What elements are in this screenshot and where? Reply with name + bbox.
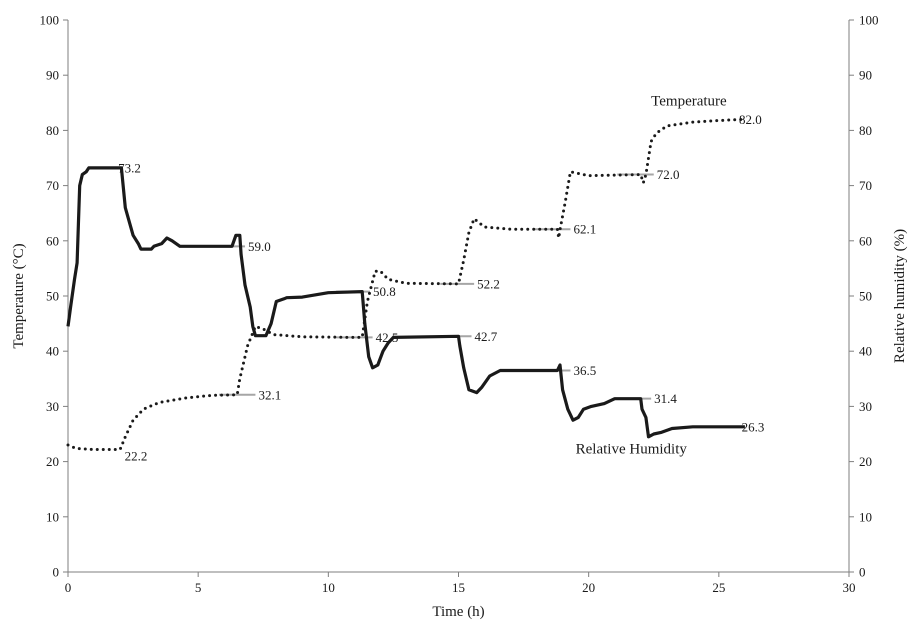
setpoint-label: 31.4 xyxy=(654,391,677,406)
x-tick-label: 10 xyxy=(322,580,335,595)
y-left-tick-label: 50 xyxy=(46,289,59,304)
series-line-temperature xyxy=(66,117,744,451)
y-left-tick-label: 100 xyxy=(40,13,60,28)
series-name-label: Temperature xyxy=(651,94,727,110)
x-tick-label: 0 xyxy=(65,580,72,595)
y-right-tick-label: 40 xyxy=(859,344,872,359)
setpoint-label: 59.0 xyxy=(248,239,271,254)
y-left-tick-label: 90 xyxy=(46,68,59,83)
x-tick-label: 25 xyxy=(712,580,725,595)
setpoint-label: 42.7 xyxy=(475,329,498,344)
y-right-tick-label: 100 xyxy=(859,13,879,28)
series-name-label: Relative Humidity xyxy=(576,441,688,457)
y-right-tick-label: 0 xyxy=(859,565,866,580)
y-right-tick-label: 70 xyxy=(859,178,872,193)
y-left-tick-label: 80 xyxy=(46,123,59,138)
labels: 32.1 42.5 52.2 62.1 72.0 59.0 50.8 42.7 36.5 31.4… xyxy=(118,94,764,464)
point-label: 82.0 xyxy=(739,112,762,127)
x-tick-label: 15 xyxy=(452,580,465,595)
y-right-axis-title: Relative humidity (%) xyxy=(892,229,908,363)
y-right-tick-label: 20 xyxy=(859,454,872,469)
x-tick-label: 30 xyxy=(843,580,856,595)
setpoint-label: 36.5 xyxy=(573,363,596,378)
series-line-relative-humidity xyxy=(66,166,745,439)
y-right-tick-label: 10 xyxy=(859,509,872,524)
y-left-tick-label: 60 xyxy=(46,233,59,248)
y-left-axis-title: Temperature (°C) xyxy=(11,243,27,348)
x-tick-label: 20 xyxy=(582,580,595,595)
setpoint-label: 50.8 xyxy=(373,284,396,299)
y-right-tick-label: 80 xyxy=(859,123,872,138)
point-label: 22.2 xyxy=(125,449,148,464)
y-right-tick-label: 50 xyxy=(859,289,872,304)
y-left-tick-label: 10 xyxy=(46,509,59,524)
point-label: 73.2 xyxy=(118,160,141,175)
x-axis-title: Time (h) xyxy=(432,604,484,620)
y-right-tick-label: 60 xyxy=(859,233,872,248)
y-left-tick-label: 30 xyxy=(46,399,59,414)
y-left-tick-label: 70 xyxy=(46,178,59,193)
setpoint-label: 32.1 xyxy=(258,387,281,402)
series-lines xyxy=(66,117,745,451)
y-left-tick-label: 0 xyxy=(53,565,60,580)
setpoint-label: 62.1 xyxy=(573,222,596,237)
y-left-tick-label: 20 xyxy=(46,454,59,469)
setpoint-label: 52.2 xyxy=(477,276,500,291)
axes: 0102030405060708090100010203040506070809… xyxy=(11,13,908,621)
y-left-tick-label: 40 xyxy=(46,344,59,359)
point-label: 26.3 xyxy=(742,419,765,434)
setpoint-label: 72.0 xyxy=(657,167,680,182)
y-right-tick-label: 30 xyxy=(859,399,872,414)
y-right-tick-label: 90 xyxy=(859,68,872,83)
x-tick-label: 5 xyxy=(195,580,202,595)
setpoint-label: 42.5 xyxy=(376,330,399,345)
